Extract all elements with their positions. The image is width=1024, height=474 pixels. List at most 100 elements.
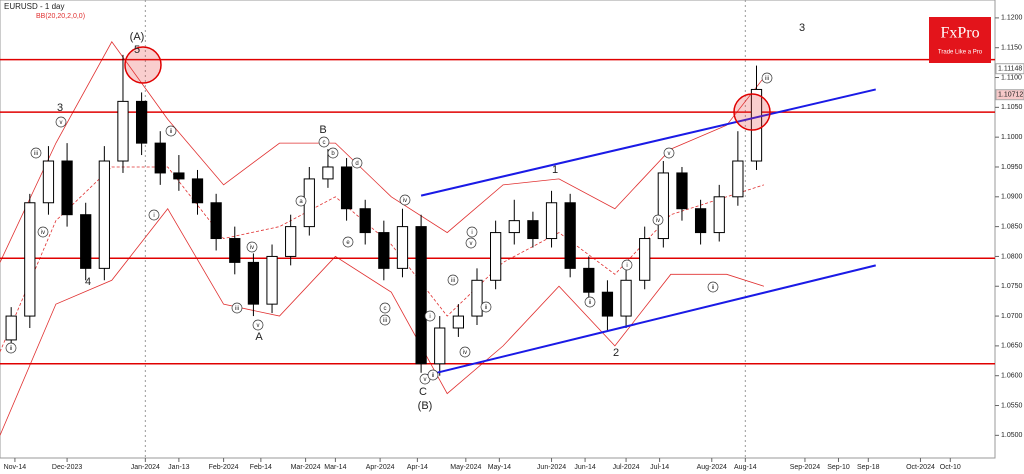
x-tick-label: Dec-2023	[52, 464, 82, 471]
wave-circle	[327, 147, 339, 159]
y-tick-label: 1.0750	[1001, 283, 1023, 290]
x-tick-label: Apr-14	[407, 464, 428, 471]
wave-sublabel: ii	[10, 346, 13, 352]
x-tick-label: Mar-2024	[291, 464, 321, 471]
wave-circle	[351, 157, 363, 169]
wave-sublabel: iii	[34, 151, 38, 157]
wave-circle	[148, 209, 160, 221]
candle-body	[583, 267, 595, 293]
wave-sublabel: v	[668, 151, 671, 157]
x-tick-label: Feb-2024	[209, 464, 239, 471]
wave-sublabel: ii	[170, 129, 173, 135]
wave-sublabel: a	[299, 199, 303, 205]
x-tick-label: Feb-14	[250, 464, 272, 471]
wave-sublabel: ii	[589, 300, 592, 306]
x-tick-label: Oct-10	[940, 464, 961, 471]
logo-brand: FxPro	[940, 25, 979, 42]
y-tick-label: 1.0500	[1001, 432, 1023, 439]
wave-circle	[465, 237, 477, 249]
wave-label: A	[255, 331, 263, 343]
wave-label: 5	[134, 44, 140, 56]
wave-circle	[621, 259, 633, 271]
wave-circle	[707, 281, 719, 293]
channel-line	[424, 264, 876, 377]
chart-title: EURUSD - 1 day	[4, 2, 64, 11]
y-tick-label: 1.1050	[1001, 104, 1023, 111]
wave-sublabel: iv	[463, 350, 467, 356]
wave-sublabel: c	[384, 306, 387, 312]
wave-label: (A)	[130, 31, 145, 43]
wave-sublabel: v	[424, 377, 427, 383]
bollinger-band	[0, 208, 765, 436]
x-tick-label: Apr-2024	[366, 464, 395, 471]
y-tick-label: 1.1100	[1001, 74, 1022, 81]
candle-body	[285, 226, 297, 257]
candle-body	[266, 255, 278, 305]
wave-circle	[318, 136, 330, 148]
y-tick-label: 1.0950	[1001, 164, 1023, 171]
x-tick-label: Nov-14	[4, 464, 27, 471]
wave-circle	[55, 116, 67, 128]
wave-circle	[5, 342, 17, 354]
candle-body	[24, 202, 36, 317]
x-tick-label: Jan-2024	[131, 464, 160, 471]
wave-circle	[379, 302, 391, 314]
wave-circle	[652, 214, 664, 226]
y-tick-label: 1.0650	[1001, 343, 1023, 350]
x-tick-label: May-2024	[450, 464, 481, 471]
price-label: 1.11148	[998, 66, 1022, 73]
y-tick-label: 1.0600	[1001, 373, 1023, 380]
candle-body	[471, 279, 483, 317]
wave-sublabel: iii	[383, 318, 387, 324]
logo-box	[929, 17, 991, 63]
x-tick-label: Aug-14	[734, 464, 757, 471]
y-tick-label: 1.1000	[1001, 134, 1023, 141]
wave-circle	[399, 194, 411, 206]
candle-body	[732, 160, 744, 198]
candle-body	[135, 100, 148, 144]
wave-sublabel: ii	[432, 373, 435, 379]
y-tick-label: 1.1200	[1001, 15, 1023, 22]
x-tick-label: Jan-13	[168, 464, 190, 471]
candle-body	[657, 172, 669, 240]
x-tick-label: Oct-2024	[906, 464, 935, 471]
plot	[0, 0, 995, 458]
candle-body	[396, 226, 409, 269]
x-tick-label: Sep-2024	[790, 464, 820, 471]
wave-sublabel: iv	[403, 198, 407, 204]
y-tick-label: 1.1150	[1001, 45, 1022, 52]
wave-circle	[427, 369, 439, 381]
candle-body	[713, 196, 725, 234]
candle-body	[378, 232, 390, 269]
x-tick-label: Aug-2024	[697, 464, 727, 471]
candle-body	[490, 232, 502, 281]
candle-body	[676, 172, 688, 210]
wave-label: 4	[85, 276, 91, 288]
candle-body	[452, 315, 464, 329]
wave-sublabel: v	[470, 241, 473, 247]
price-label-box	[995, 63, 1024, 75]
wave-sublabel: i	[626, 263, 627, 269]
y-tick-label: 1.0700	[1001, 313, 1023, 320]
bollinger-band	[0, 40, 765, 263]
wave-sublabel: iii	[765, 76, 769, 82]
candle-body	[173, 172, 185, 180]
candle-body	[639, 238, 651, 281]
wave-circle	[37, 226, 49, 238]
candle-body	[620, 279, 632, 317]
x-tick-label: May-14	[488, 464, 511, 471]
candle-body	[247, 261, 260, 305]
candle-body	[61, 160, 73, 216]
wave-sublabel: e	[346, 240, 350, 246]
wave-circle	[165, 125, 177, 137]
wave-sublabel: iv	[250, 245, 254, 251]
wave-circle	[295, 195, 307, 207]
wave-label: 3	[799, 22, 805, 34]
highlight-circle	[124, 46, 162, 84]
candle-body	[340, 166, 353, 210]
x-tick-label: Jun-14	[574, 464, 596, 471]
candle-body	[154, 142, 166, 174]
wave-circle	[342, 236, 354, 248]
plot-area	[0, 0, 996, 459]
